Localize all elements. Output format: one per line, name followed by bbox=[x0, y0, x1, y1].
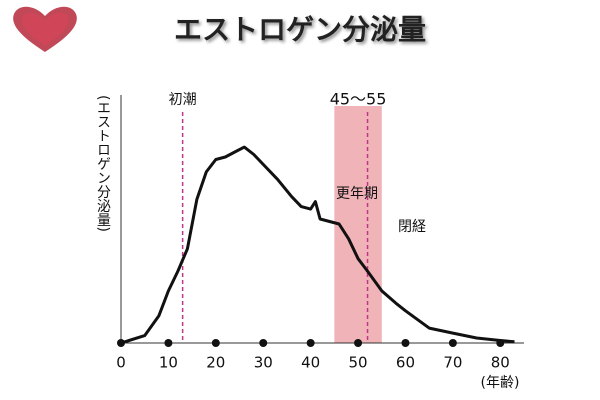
climacteric-label: 更年期 bbox=[336, 186, 378, 202]
menarche-label: 初潮 bbox=[169, 91, 197, 108]
x-tick-dot bbox=[306, 339, 315, 347]
x-tick-label: 40 bbox=[301, 354, 320, 372]
x-tick-label: 80 bbox=[491, 354, 510, 372]
x-tick-label: 60 bbox=[396, 354, 415, 372]
heart-icon bbox=[13, 6, 77, 52]
x-tick-label: 30 bbox=[254, 354, 273, 372]
menopause-label: 閉経 bbox=[398, 219, 426, 235]
x-tick-dot bbox=[259, 339, 268, 347]
x-tick-label: 50 bbox=[349, 354, 368, 372]
y-axis-label: (エストロゲン分泌量) bbox=[95, 95, 111, 232]
x-tick-label: 10 bbox=[159, 354, 178, 372]
x-tick-label: 0 bbox=[116, 354, 126, 372]
x-tick-dot bbox=[496, 339, 505, 347]
x-tick-label: 20 bbox=[206, 354, 225, 372]
x-tick-dot bbox=[354, 339, 363, 347]
x-axis-label: (年齢) bbox=[481, 375, 520, 391]
x-tick-label: 70 bbox=[443, 354, 462, 372]
estrogen-curve bbox=[120, 145, 515, 345]
x-tick-dot bbox=[211, 339, 220, 347]
x-tick-dot bbox=[448, 339, 457, 347]
band-label: 45〜55 bbox=[330, 90, 387, 109]
x-tick-dot bbox=[401, 339, 410, 347]
chart-title: エストロゲン分泌量 bbox=[174, 13, 426, 46]
x-tick-dot bbox=[117, 339, 125, 347]
menopause-band bbox=[334, 106, 382, 343]
x-tick-dot bbox=[164, 339, 173, 347]
